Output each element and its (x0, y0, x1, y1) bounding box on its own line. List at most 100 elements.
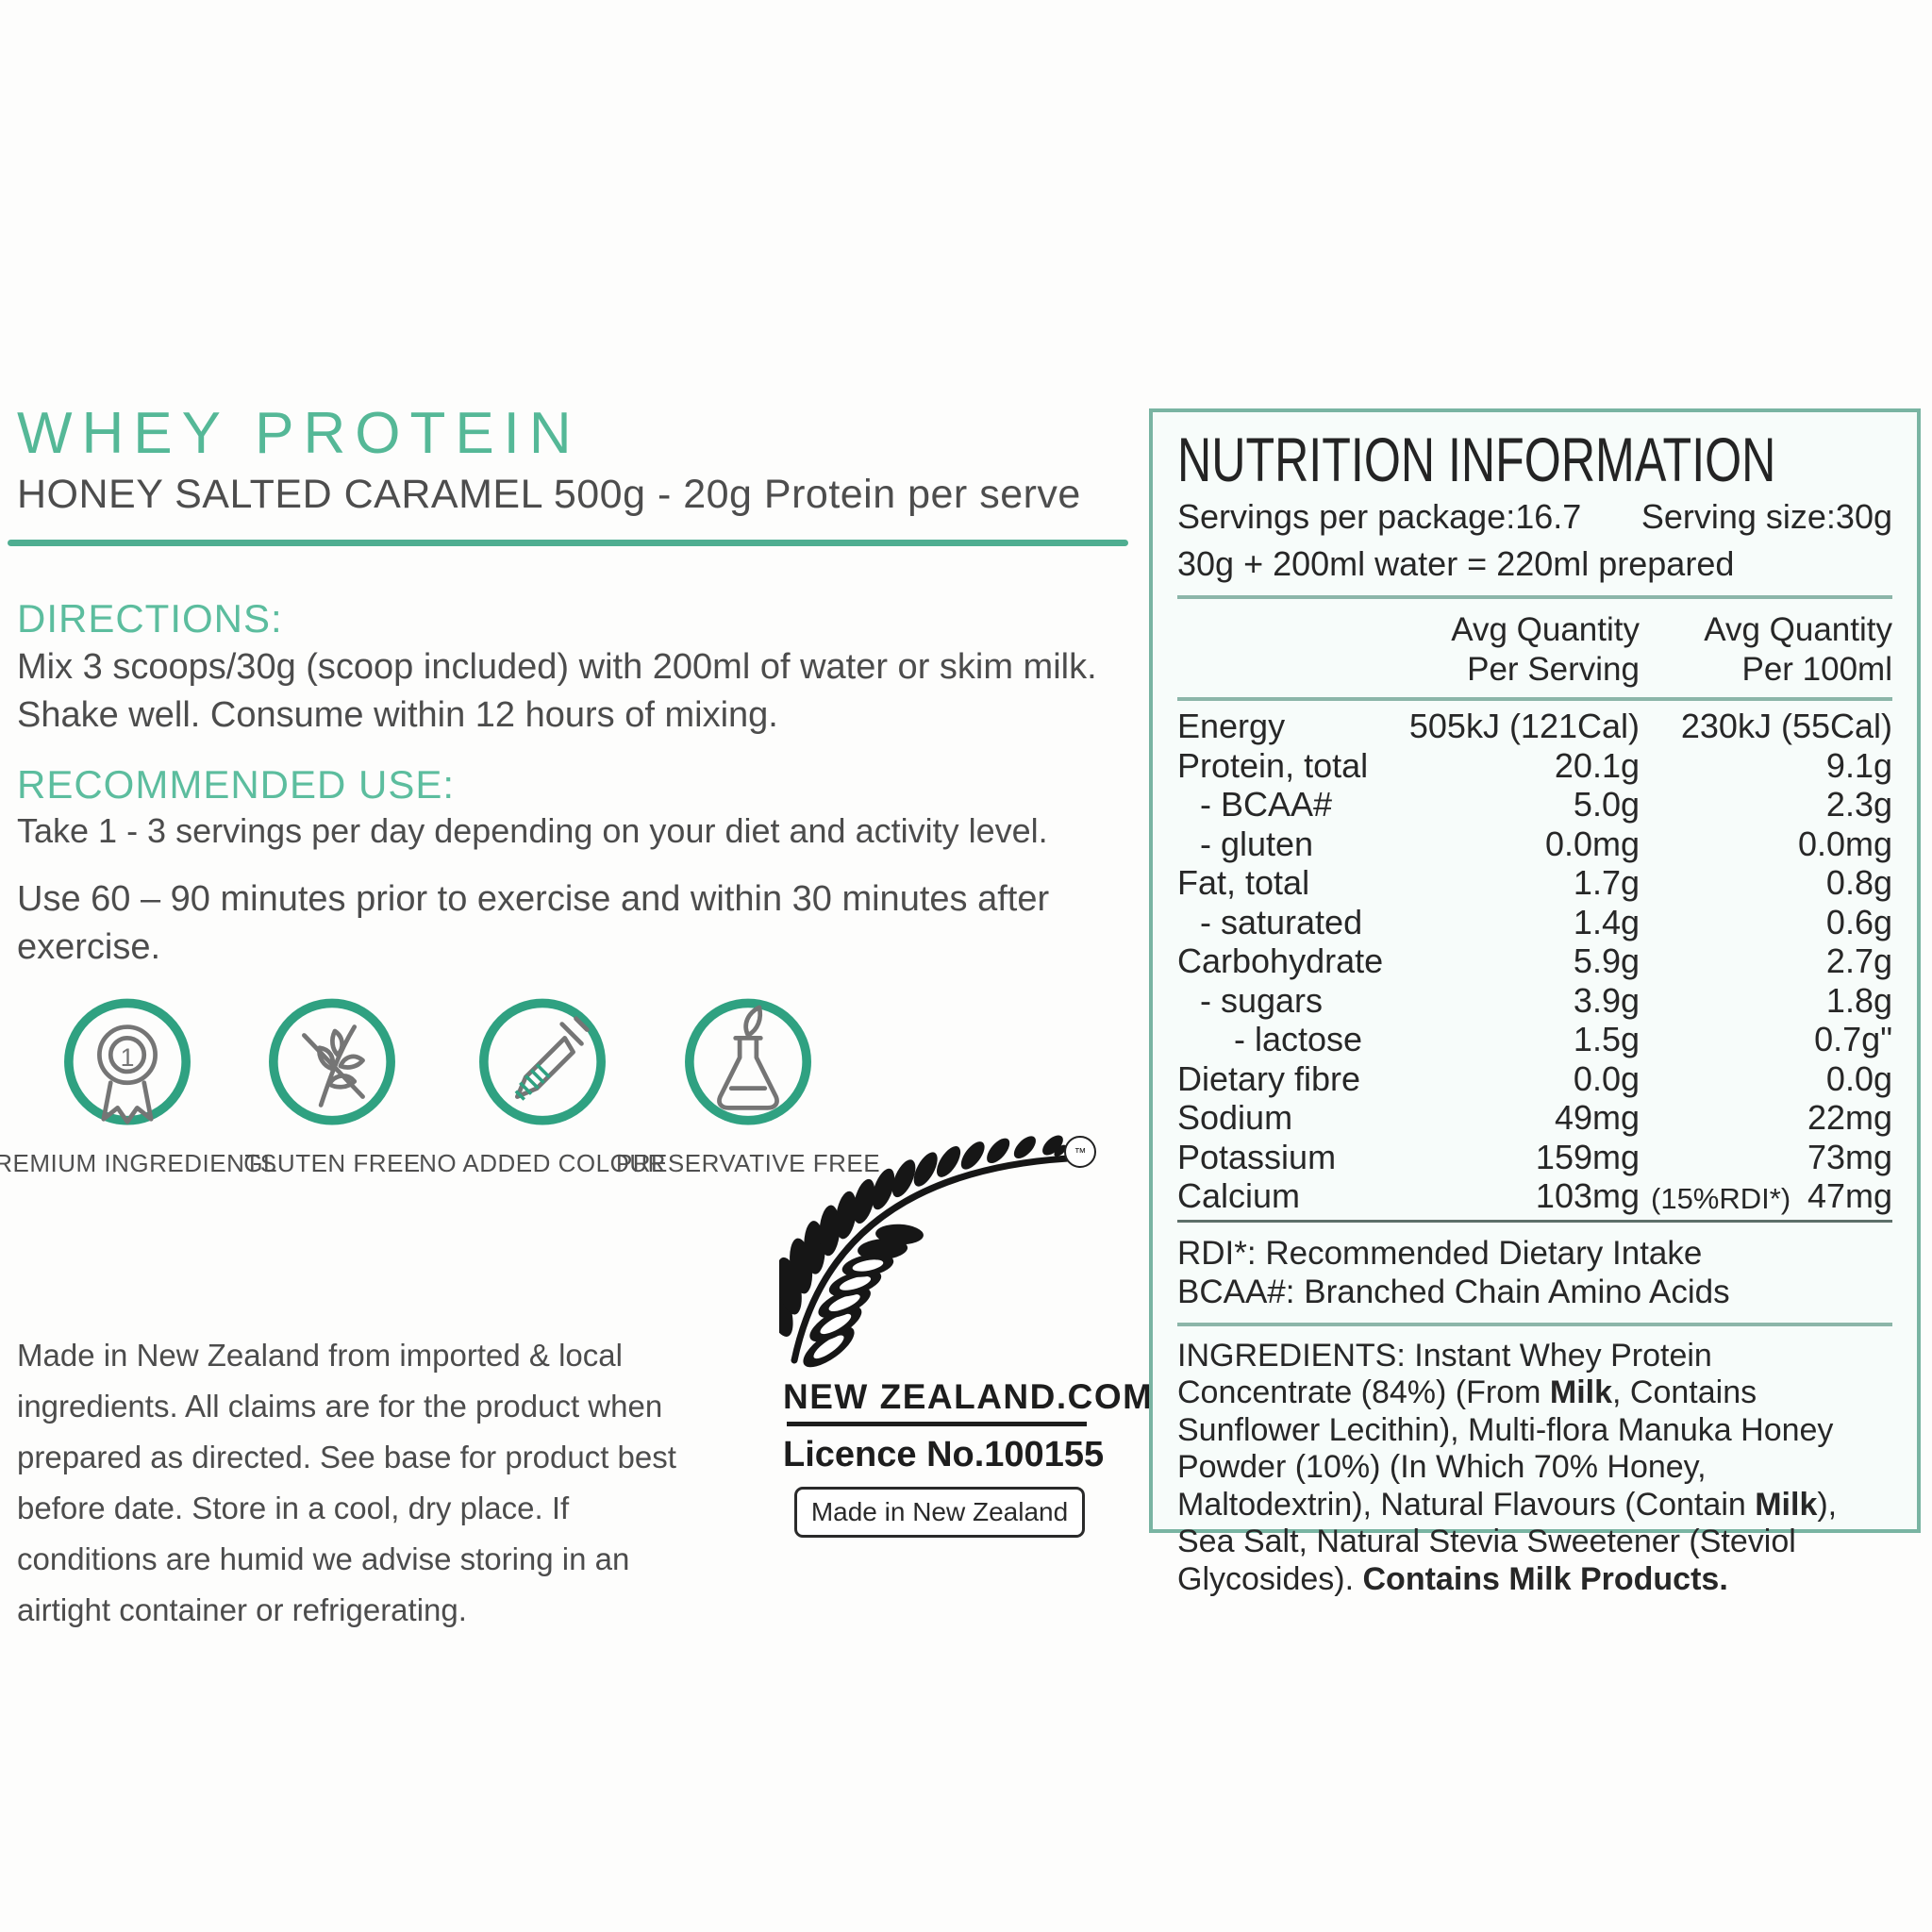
table-row: Carbohydrate 5.9g 2.7g (1177, 941, 1892, 981)
table-row: - gluten 0.0mg 0.0mg (1177, 824, 1892, 864)
per-serving-value: 1.4g (1573, 902, 1640, 941)
table-row: Dietary fibre 0.0g 0.0g (1177, 1059, 1892, 1099)
nz-site-text: NEW ZEALAND.COM (783, 1377, 1154, 1416)
nutrient-label: Sodium (1177, 1098, 1293, 1137)
badge-label: NO ADDED COLOUR (419, 1149, 666, 1177)
badge-label: PREMIUM INGREDIENTS (0, 1149, 277, 1177)
recommended-use-text-1: Take 1 - 3 servings per day depending on… (17, 811, 1048, 850)
per-100ml-value: 0.7g" (1814, 1020, 1892, 1058)
servings-per-package: Servings per package:16.7 (1177, 497, 1582, 536)
per-serving-value: 5.9g (1573, 941, 1640, 980)
nutrient-label: - saturated (1200, 902, 1363, 941)
panel-divider-2 (1177, 697, 1892, 701)
green-divider-rule (8, 540, 1128, 546)
per-serving-value: 159mg (1535, 1137, 1640, 1176)
per-100ml-value: 2.7g (1825, 941, 1892, 980)
nutrient-label: - BCAA# (1200, 785, 1333, 824)
dropper-icon (473, 996, 612, 1136)
table-row: Sodium 49mg 22mg (1177, 1098, 1892, 1138)
per-100ml-value: 2.3g (1825, 785, 1892, 824)
panel-divider-4 (1177, 1322, 1892, 1326)
nutrient-label: - sugars (1200, 980, 1324, 1020)
per-serving-value: 5.0g (1573, 785, 1640, 824)
spacer-cell (1177, 610, 1489, 690)
per-serving-value: 3.9g (1573, 980, 1640, 1020)
per-100ml-value: 22mg (1807, 1098, 1892, 1137)
trademark-icon: ™ (1064, 1136, 1096, 1168)
table-row: - saturated 1.4g 0.6g (1177, 903, 1892, 942)
serving-size: Serving size:30g (1641, 497, 1892, 536)
table-row: Calcium 103mg (15%RDI*) 47mg (1177, 1176, 1892, 1216)
per-100ml-value: 0.8g (1825, 863, 1892, 902)
nutrient-label: Dietary fibre (1177, 1058, 1361, 1098)
table-row: - BCAA# 5.0g 2.3g (1177, 785, 1892, 824)
per-100ml-value: 0.0g (1825, 1058, 1892, 1098)
per-100ml-value: 1.8g (1825, 980, 1892, 1020)
col-header-per-100ml: Avg Quantity Per 100ml (1704, 611, 1892, 688)
nutrient-label: - gluten (1200, 824, 1314, 863)
per-100ml-value: 9.1g (1825, 745, 1892, 785)
per-serving-value: 103mg (15%RDI*) (1489, 1176, 1790, 1216)
footnote-line: BCAA#: Branched Chain Amino Acids (1177, 1273, 1730, 1310)
rdi-note: (15%RDI*) (1651, 1182, 1791, 1215)
nutrient-label: - lactose (1234, 1020, 1363, 1058)
per-serving-value: 0.0mg (1544, 824, 1640, 863)
table-row: - lactose 1.5g 0.7g" (1177, 1020, 1892, 1059)
recommended-use-text-2: Use 60 – 90 minutes prior to exercise an… (17, 879, 1050, 967)
per-serving-value: 20.1g (1554, 745, 1640, 785)
nz-licence-number: Licence No.100155 (783, 1435, 1105, 1474)
table-row: - sugars 3.9g 1.8g (1177, 981, 1892, 1021)
table-column-headers: Avg Quantity Per Serving Avg Quantity Per … (1177, 610, 1892, 690)
wheat-crossed-icon (262, 996, 402, 1136)
product-subtitle: HONEY SALTED CARAMEL 500g - 20g Protein … (17, 472, 1081, 517)
made-in-nz-badge: Made in New Zealand (794, 1487, 1085, 1538)
per-serving-value: 1.7g (1573, 863, 1640, 902)
directions-text: Mix 3 scoops/30g (scoop included) with 2… (17, 647, 1097, 735)
table-row: Potassium 159mg 73mg (1177, 1138, 1892, 1177)
table-row: Fat, total 1.7g 0.8g (1177, 863, 1892, 903)
nutrient-label: Calcium (1177, 1176, 1301, 1215)
per-serving-value: 1.5g (1573, 1020, 1640, 1058)
svg-text:1: 1 (121, 1043, 135, 1072)
per-100ml-value: 0.0mg (1797, 824, 1892, 863)
per-serving-value: 505kJ (121Cal) (1408, 707, 1640, 745)
panel-divider-1 (1177, 595, 1892, 599)
recommended-use-heading: RECOMMENDED USE: (17, 762, 456, 807)
footnotes: RDI*: Recommended Dietary Intake BCAA#: B… (1177, 1234, 1892, 1311)
directions-heading: DIRECTIONS: (17, 596, 283, 641)
table-row: Protein, total 20.1g 9.1g (1177, 746, 1892, 786)
per-100ml-value: 73mg (1807, 1137, 1892, 1176)
ingredients-text: INGREDIENTS: Instant Whey Protein Concen… (1177, 1337, 1838, 1597)
flask-icon (678, 996, 818, 1136)
nutrient-label: Carbohydrate (1177, 941, 1384, 980)
prepared-note: 30g + 200ml water = 220ml prepared (1177, 544, 1735, 583)
product-title: WHEY PROTEIN (17, 401, 581, 466)
badge-label: PRESERVATIVE FREE (615, 1149, 881, 1177)
nutrient-label: Fat, total (1177, 863, 1310, 902)
badge-premium-ingredients: 1 PREMIUM INGREDIENTS (0, 996, 276, 1178)
per-serving-value: 0.0g (1573, 1058, 1640, 1098)
nutrient-label: Protein, total (1177, 745, 1369, 785)
per-100ml-value: 0.6g (1825, 902, 1892, 941)
badge-label: GLUTEN FREE (243, 1149, 421, 1177)
badge-gluten-free: GLUTEN FREE (209, 996, 455, 1178)
nutrition-information-panel: NUTRITION INFORMATION Servings per packa… (1149, 408, 1921, 1597)
nutrition-table-body: Energy 505kJ (121Cal) 230kJ (55Cal) Protein… (1177, 707, 1892, 1216)
footnote-line: RDI*: Recommended Dietary Intake (1177, 1234, 1703, 1272)
servings-row: Servings per package:16.7 Serving size:3… (1177, 497, 1892, 537)
nz-underline (787, 1422, 1087, 1426)
per-serving-value: 49mg (1554, 1098, 1640, 1137)
award-ribbon-icon: 1 (58, 996, 197, 1136)
per-100ml-value: 47mg (1807, 1176, 1892, 1215)
nutrient-label: Potassium (1177, 1137, 1337, 1176)
table-row: Energy 505kJ (121Cal) 230kJ (55Cal) (1177, 707, 1892, 746)
panel-divider-3 (1177, 1219, 1892, 1223)
nutrition-panel-title: NUTRITION INFORMATION (1177, 425, 1776, 494)
col-header-per-serving: Avg Quantity Per Serving (1451, 611, 1640, 688)
nutrient-label: Energy (1177, 707, 1286, 745)
badge-no-added-colour: NO ADDED COLOUR (419, 996, 666, 1178)
per-100ml-value: 230kJ (55Cal) (1680, 707, 1892, 745)
silver-fern-logo (764, 1128, 1085, 1375)
badge-preservative-free: PRESERVATIVE FREE (616, 996, 880, 1178)
storage-instructions: Made in New Zealand from imported & loca… (17, 1338, 676, 1627)
